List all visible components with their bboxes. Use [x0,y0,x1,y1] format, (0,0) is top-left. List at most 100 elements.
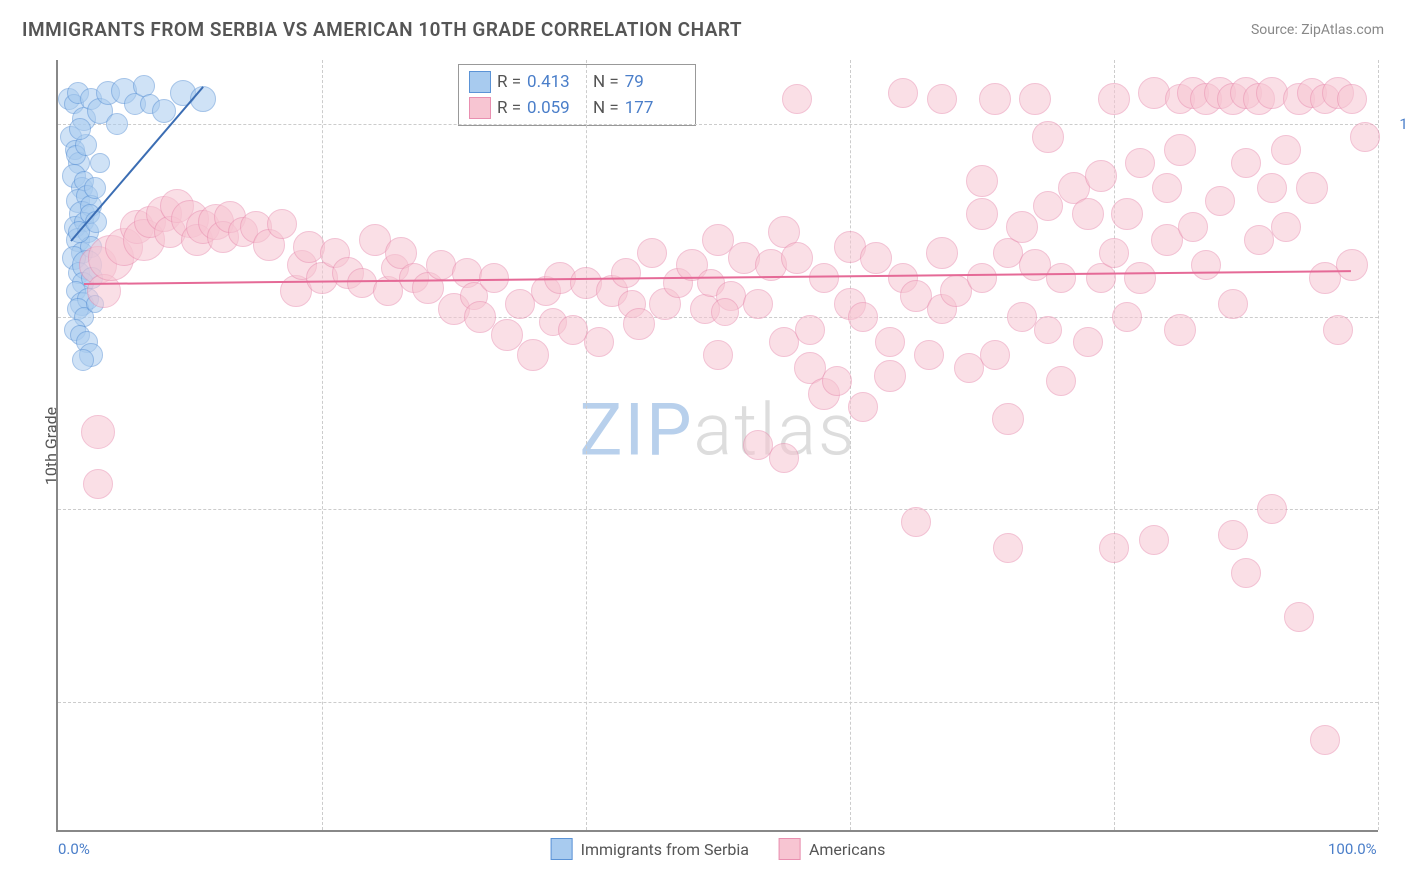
data-point [1073,327,1103,357]
chart-title: IMMIGRANTS FROM SERBIA VS AMERICAN 10TH … [22,18,742,41]
series-swatch [469,97,491,119]
gridline-vertical [586,60,587,830]
data-point [81,415,115,449]
n-label: N = [593,72,619,92]
data-point [584,327,614,357]
data-point [966,198,998,230]
data-point [1257,173,1287,203]
data-point [860,242,892,274]
data-point [1257,494,1287,524]
data-point [1296,172,1328,204]
data-point [83,469,113,499]
source-label: Source: ZipAtlas.com [1251,22,1384,38]
data-point [979,83,1011,115]
data-point [347,268,377,298]
bottom-legend: Immigrants from Serbia Americans [551,838,886,860]
data-point [875,327,905,357]
data-point [1271,135,1301,165]
data-point [1086,263,1116,293]
data-point [1218,289,1248,319]
data-point [1033,191,1063,221]
data-point [1046,263,1076,293]
legend-item: Immigrants from Serbia [551,838,749,860]
data-point [84,177,106,199]
data-point [848,392,878,422]
x-tick-label: 0.0% [58,840,90,858]
n-value: 79 [625,72,685,92]
data-point [637,238,667,268]
data-point [491,319,523,351]
y-tick-label: 85.0% [1388,500,1406,518]
data-point [1111,198,1143,230]
r-value: 0.059 [527,98,587,118]
data-point [1006,211,1038,243]
data-point [980,340,1010,370]
chart-area: ZIPatlas R =0.413N =79R =0.059N =177 Imm… [56,60,1378,832]
data-point [711,298,739,326]
info-row: R =0.413N =79 [469,69,685,95]
data-point [769,443,799,473]
r-label: R = [497,98,521,118]
data-point [901,507,931,537]
data-point [966,165,998,197]
data-point [72,349,94,371]
data-point [888,78,918,108]
data-point [1046,366,1076,396]
data-point [1164,314,1196,346]
data-point [1164,134,1196,166]
legend-swatch [551,838,573,860]
data-point [1231,148,1261,178]
data-point [1336,249,1368,281]
correlation-info-box: R =0.413N =79R =0.059N =177 [458,64,696,126]
data-point [1284,602,1314,632]
gridline-horizontal [58,124,1378,125]
n-value: 177 [625,98,685,118]
data-point [809,263,839,293]
data-point [967,263,997,293]
data-point [1125,148,1155,178]
legend-item: Americans [779,838,885,860]
data-point [848,302,878,332]
legend-swatch [779,838,801,860]
data-point [623,308,655,340]
data-point [69,118,91,140]
gridline-vertical [850,60,851,830]
legend-label: Immigrants from Serbia [581,840,749,859]
data-point [1139,525,1169,555]
info-row: R = 0.059 N = 177 [469,95,685,121]
data-point [926,237,958,269]
x-tick-label: 100.0% [1328,840,1377,858]
data-point [1098,83,1130,115]
data-point [703,340,733,370]
data-point [1152,173,1182,203]
series-swatch [469,71,491,93]
data-point [1085,160,1117,192]
data-point [1124,262,1156,294]
data-point [1323,315,1353,345]
r-label: R = [497,72,521,92]
chart-container: IMMIGRANTS FROM SERBIA VS AMERICAN 10TH … [0,0,1406,892]
gridline-horizontal [58,702,1378,703]
data-point [954,353,984,383]
data-point [795,315,825,345]
data-point [1350,122,1380,152]
n-label: N = [593,98,619,118]
gridline-vertical [322,60,323,830]
data-point [914,340,944,370]
data-point [822,366,852,396]
data-point [1178,212,1208,242]
gridline-horizontal [58,509,1378,510]
data-point [1244,225,1274,255]
data-point [1099,238,1129,268]
data-point [505,289,535,319]
data-point [927,84,957,114]
data-point [874,360,906,392]
data-point [782,84,812,114]
data-point [1337,84,1367,114]
data-point [106,113,128,135]
data-point [1271,212,1301,242]
data-point [1310,725,1340,755]
data-point [426,250,456,280]
data-point [517,339,549,371]
data-point [992,403,1024,435]
